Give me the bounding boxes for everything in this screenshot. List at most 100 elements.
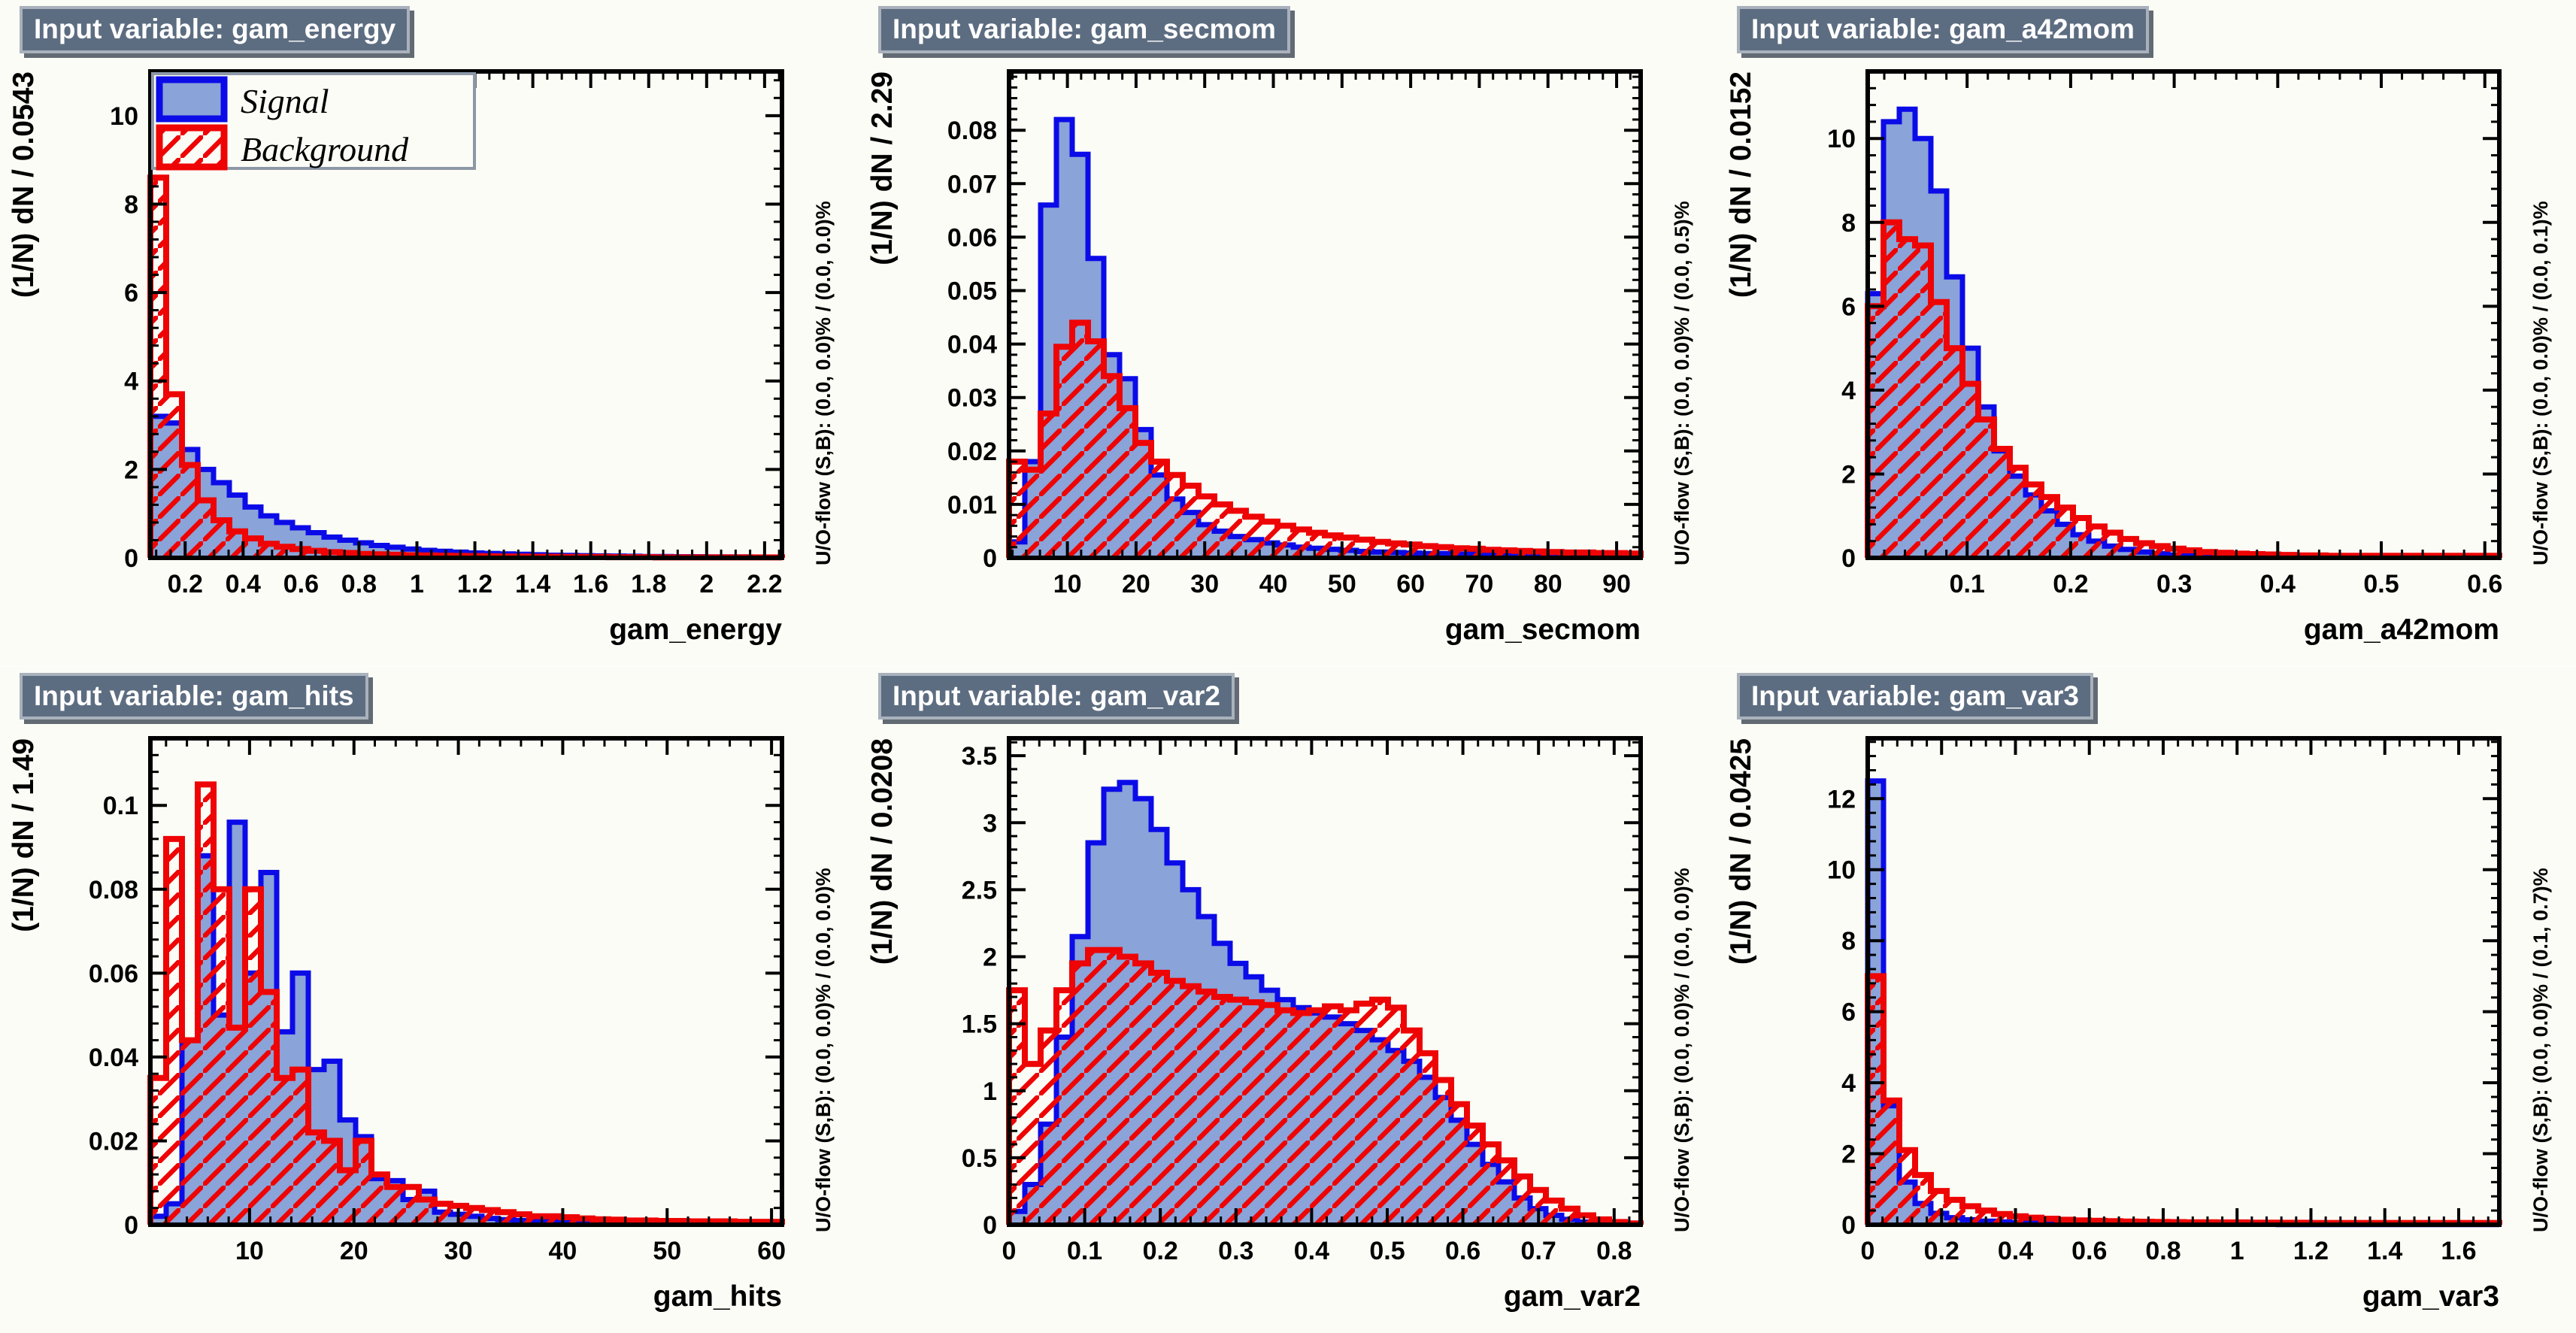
- y-axis-title: (1/N) dN / 1.49: [8, 738, 40, 932]
- panel-gam-a42mom: Input variable: gam_a42mom 0.1 0.2 0.3 0.4 0…: [1717, 0, 2576, 666]
- svg-text:4: 4: [1841, 377, 1856, 405]
- svg-text:2: 2: [1841, 1140, 1856, 1168]
- svg-text:0.6: 0.6: [1445, 1237, 1480, 1265]
- svg-text:0.5: 0.5: [962, 1144, 997, 1172]
- svg-text:1.2: 1.2: [457, 570, 492, 598]
- svg-text:0.2: 0.2: [2053, 570, 2088, 598]
- panel-title-badge: Input variable: gam_var2: [878, 672, 1235, 720]
- svg-text:1.5: 1.5: [962, 1010, 997, 1038]
- svg-text:60: 60: [1396, 570, 1425, 598]
- svg-text:0.4: 0.4: [226, 570, 261, 598]
- svg-text:0.4: 0.4: [1294, 1237, 1329, 1265]
- uoflow-label: U/O-flow (S,B): (0.0, 0.0)% / (0.0, 0.1)…: [2529, 201, 2552, 565]
- panel-title-badge: Input variable: gam_hits: [20, 672, 368, 720]
- svg-text:0: 0: [1841, 1211, 1856, 1240]
- svg-text:30: 30: [444, 1237, 473, 1265]
- svg-text:1.4: 1.4: [515, 570, 550, 598]
- svg-text:0.02: 0.02: [947, 438, 997, 466]
- svg-text:1: 1: [2230, 1237, 2244, 1265]
- svg-text:6: 6: [1841, 292, 1856, 321]
- svg-text:0.6: 0.6: [283, 570, 319, 598]
- svg-text:80: 80: [1534, 570, 1562, 598]
- uoflow-label: U/O-flow (S,B): (0.0, 0.0)% / (0.0, 0.0)…: [1671, 868, 1693, 1232]
- svg-text:8: 8: [124, 190, 138, 219]
- legend-background-swatch: [156, 124, 228, 171]
- y-axis-title: (1/N) dN / 0.0152: [1725, 71, 1757, 298]
- svg-text:0.5: 0.5: [1369, 1237, 1405, 1265]
- svg-text:0.04: 0.04: [947, 331, 997, 359]
- uoflow-label: U/O-flow (S,B): (0.0, 0.0)% / (0.0, 0.0)…: [812, 868, 835, 1232]
- panel-gam-var2: Input variable: gam_var2 0 0.1 0.2 0.3 0.4 0.…: [859, 666, 1717, 1333]
- histogram-plot: 0 0.1 0.2 0.3 0.4 0.5 0.6 0.7 0.8 0 0.5 1 1.5 2 2.5 3 3.…: [866, 735, 1693, 1313]
- svg-text:0.06: 0.06: [947, 223, 997, 252]
- svg-text:0.04: 0.04: [89, 1043, 138, 1071]
- axes: 0.1 0.2 0.3 0.4 0.5 0.6 0 2 4 6 8 10: [1827, 71, 2502, 598]
- x-axis-title: gam_energy: [609, 613, 782, 646]
- panel-title-badge: Input variable: gam_var3: [1737, 672, 2093, 720]
- svg-text:2.5: 2.5: [962, 876, 997, 904]
- plot-frame: [148, 735, 784, 1227]
- y-axis-title: (1/N) dN / 0.0425: [1725, 738, 1757, 965]
- svg-text:6: 6: [124, 279, 138, 307]
- svg-text:90: 90: [1602, 570, 1631, 598]
- svg-text:0.4: 0.4: [2260, 570, 2296, 598]
- svg-text:40: 40: [1259, 570, 1288, 598]
- panel-gam-var3: Input variable: gam_var3 0 0.2 0.4 0.6 0.8 1 1…: [1717, 666, 2576, 1333]
- svg-text:1.6: 1.6: [573, 570, 608, 598]
- plot-area: [1868, 738, 2499, 1225]
- svg-text:0.02: 0.02: [89, 1127, 138, 1156]
- svg-text:50: 50: [653, 1237, 681, 1265]
- svg-text:0.8: 0.8: [341, 570, 377, 598]
- panel-title-badge: Input variable: gam_secmom: [878, 6, 1290, 53]
- legend: Signal Background: [151, 72, 476, 171]
- plot-frame: [1007, 735, 1643, 1227]
- panel-title-badge: Input variable: gam_energy: [20, 6, 411, 53]
- svg-text:0.2: 0.2: [1924, 1237, 1959, 1265]
- svg-text:8: 8: [1841, 209, 1856, 238]
- svg-text:10: 10: [1827, 856, 1856, 884]
- uoflow-label: U/O-flow (S,B): (0.0, 0.0)% / (0.0, 0.5)…: [1671, 201, 1693, 565]
- legend-signal-swatch: [156, 76, 228, 123]
- plot-frame: [1865, 735, 2502, 1227]
- legend-background-label: Background: [241, 130, 409, 168]
- svg-text:2: 2: [1841, 460, 1856, 489]
- svg-text:0.8: 0.8: [2145, 1237, 2181, 1265]
- svg-text:0.2: 0.2: [1143, 1237, 1178, 1265]
- panel-title-badge: Input variable: gam_a42mom: [1737, 6, 2149, 53]
- svg-text:20: 20: [1122, 570, 1150, 598]
- svg-text:12: 12: [1827, 785, 1856, 813]
- x-axis-title: gam_var2: [1504, 1280, 1641, 1313]
- y-axis-title: (1/N) dN / 2.29: [866, 71, 899, 265]
- svg-text:0.01: 0.01: [947, 491, 997, 520]
- y-axis-title: (1/N) dN / 0.0208: [866, 738, 899, 965]
- svg-text:1.2: 1.2: [2293, 1237, 2329, 1265]
- panel-gam-energy: Input variable: gam_energy 0.2 0.4 0.6 0.8 1…: [0, 0, 859, 666]
- svg-text:20: 20: [340, 1237, 368, 1265]
- svg-text:4: 4: [1841, 1069, 1856, 1098]
- svg-text:10: 10: [1053, 570, 1082, 598]
- svg-text:3.5: 3.5: [962, 742, 997, 771]
- svg-text:0.06: 0.06: [89, 959, 138, 988]
- svg-text:0.8: 0.8: [1596, 1237, 1632, 1265]
- svg-text:1.6: 1.6: [2441, 1237, 2476, 1265]
- svg-text:60: 60: [757, 1237, 786, 1265]
- svg-text:0: 0: [1841, 544, 1856, 573]
- svg-text:70: 70: [1465, 570, 1494, 598]
- svg-text:0.1: 0.1: [1067, 1237, 1102, 1265]
- uoflow-label: U/O-flow (S,B): (0.0, 0.0)% / (0.0, 0.0)…: [812, 201, 835, 565]
- svg-text:8: 8: [1841, 927, 1856, 956]
- svg-text:40: 40: [549, 1237, 577, 1265]
- svg-text:0.7: 0.7: [1521, 1237, 1556, 1265]
- svg-text:0: 0: [1861, 1237, 1875, 1265]
- svg-text:2: 2: [699, 570, 714, 598]
- histogram-plot: 10 20 30 40 50 60 0 0.02 0.04 0.06 0.08 0.1 (1/N) d…: [8, 735, 835, 1313]
- svg-text:1.8: 1.8: [631, 570, 666, 598]
- svg-text:0.08: 0.08: [89, 875, 138, 904]
- svg-text:0.4: 0.4: [1998, 1237, 2033, 1265]
- svg-text:1: 1: [410, 570, 424, 598]
- svg-text:0.07: 0.07: [947, 170, 997, 198]
- svg-text:3: 3: [983, 809, 997, 838]
- svg-text:30: 30: [1190, 570, 1219, 598]
- x-axis-title: gam_a42mom: [2304, 613, 2499, 646]
- svg-text:0: 0: [124, 1211, 138, 1240]
